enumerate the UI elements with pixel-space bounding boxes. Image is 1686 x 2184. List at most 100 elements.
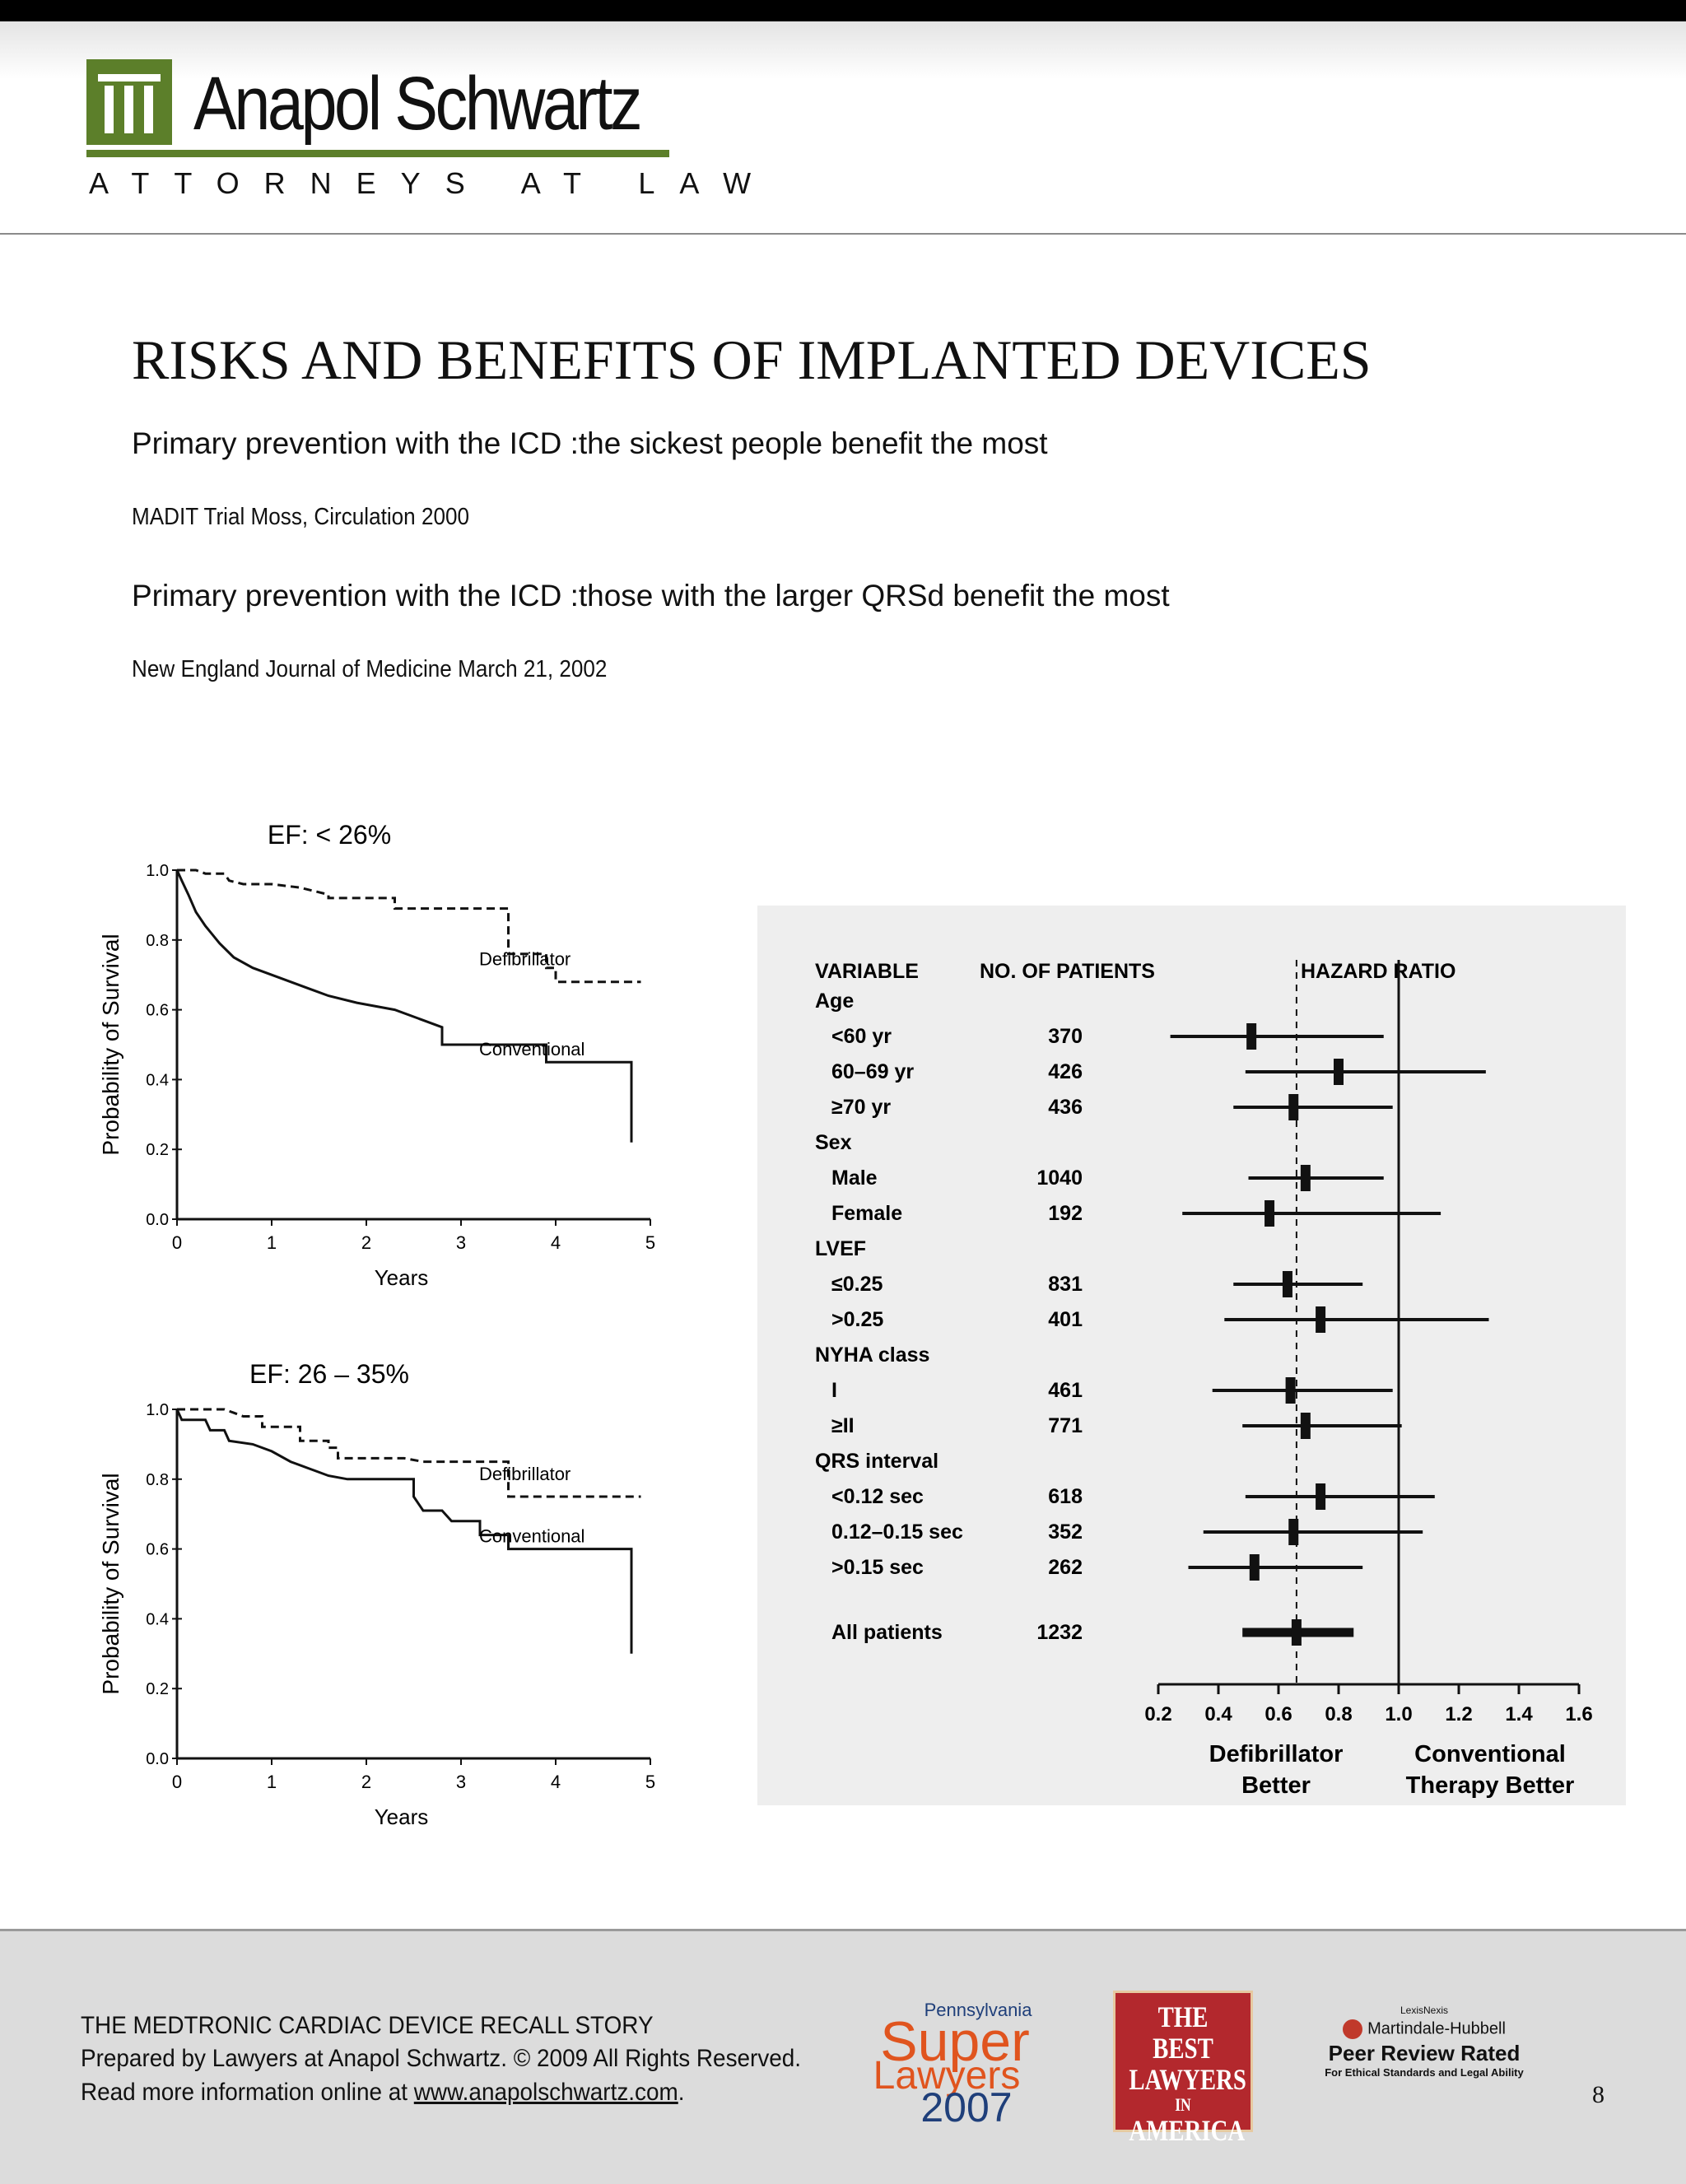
forest-row-label: ≥70 yr [831, 1096, 891, 1119]
forest-point-estimate [1291, 1619, 1302, 1646]
km-chart-ef-lt-26: EF: < 26% 0.0 0.2 0.4 0.6 0.8 1.0 0 1 2 3 4 5 Years Pr… [98, 820, 655, 1290]
forest-row-count: 618 [1048, 1485, 1083, 1508]
forest-label-left-2: Better [1241, 1772, 1311, 1799]
forest-point-estimate [1288, 1094, 1299, 1120]
forest-row-count: 262 [1048, 1556, 1083, 1579]
km-y-tick-label: 1.0 [146, 1401, 169, 1419]
forest-row-label: <60 yr [831, 1025, 892, 1048]
forest-point-estimate [1246, 1023, 1257, 1050]
forest-x-tick-label: 1.0 [1385, 1703, 1412, 1725]
km-x-tick-label: 3 [456, 1772, 466, 1792]
bl-line2: LAWYERS [1129, 2063, 1246, 2096]
logo-mark [86, 59, 172, 145]
forest-label-right-1: Conventional [1414, 1741, 1566, 1767]
header-band [0, 21, 1686, 79]
forest-row-label: <0.12 sec [831, 1485, 924, 1508]
forest-point-estimate [1282, 1271, 1292, 1297]
km-legend-conventional: Conventional [479, 1039, 585, 1059]
km-series-defibrillator [177, 1408, 641, 1498]
firm-logo[interactable]: Anapol Schwartz ATTORNEYS AT LAW [86, 59, 751, 203]
forest-plot: VARIABLE NO. OF PATIENTS HAZARD RATIO Age <6… [757, 906, 1626, 1805]
km-title: EF: 26 – 35% [249, 1359, 409, 1389]
forest-row-count: 831 [1048, 1273, 1083, 1296]
forest-group-label: Age [815, 990, 854, 1013]
km-title: EF: < 26% [268, 820, 391, 850]
sl-top: Pennsylvania [925, 2000, 1033, 2020]
mh-name: Martindale-Hubbell [1309, 2019, 1539, 2039]
km-x-axis-label: Years [375, 1804, 429, 1829]
mh-sub: For Ethical Standards and Legal Ability [1325, 2066, 1524, 2079]
km-y-tick-label: 1.0 [146, 862, 169, 880]
forest-row-count: 771 [1048, 1414, 1083, 1437]
km-y-axis-label: Probability of Survival [98, 1473, 123, 1694]
forest-row-count: 352 [1048, 1520, 1083, 1544]
km-y-tick-label: 0.6 [146, 1002, 169, 1020]
sl-word1: Super [880, 2010, 1029, 2073]
km-y-tick-label: 0.2 [146, 1680, 169, 1698]
forest-row-label: Male [831, 1167, 878, 1190]
footer-copyright: Prepared by Lawyers at Anapol Schwartz. … [81, 2045, 802, 2072]
bl-line4: AMERICA [1129, 2114, 1246, 2147]
forest-point-estimate [1334, 1059, 1344, 1085]
forest-x-tick-label: 1.2 [1445, 1703, 1472, 1725]
forest-row-label: ≥II [831, 1414, 855, 1437]
km-x-tick-label: 0 [172, 1232, 182, 1253]
km-y-tick-label: 0.6 [146, 1541, 169, 1559]
header-divider [0, 233, 1686, 235]
forest-label-left-1: Defibrillator [1209, 1741, 1344, 1767]
km-legend-defibrillator: Defibrillator [479, 949, 571, 970]
citation-nejm: New England Journal of Medicine March 21… [132, 656, 608, 682]
mh-logo-icon [1343, 2019, 1363, 2039]
forest-row-count: 1040 [1036, 1167, 1083, 1190]
forest-row-count: 192 [1048, 1202, 1083, 1225]
subtitle-sickest: Primary prevention with the ICD :the sic… [132, 426, 1048, 460]
sl-word2: Lawyers [873, 2054, 1021, 2098]
km-x-axis-label: Years [375, 1265, 429, 1290]
forest-row-count: 1232 [1036, 1621, 1083, 1644]
forest-label-right-2: Therapy Better [1406, 1772, 1575, 1799]
logo-tagline: ATTORNEYS AT LAW [89, 166, 776, 200]
subtitle-qrsd: Primary prevention with the ICD :those w… [132, 579, 1170, 612]
forest-point-estimate [1300, 1413, 1311, 1439]
km-y-tick-label: 0.2 [146, 1141, 169, 1159]
km-legend-conventional: Conventional [479, 1526, 585, 1547]
forest-point-estimate [1300, 1165, 1311, 1191]
forest-x-tick-label: 0.2 [1144, 1703, 1171, 1725]
forest-col-hr: HAZARD RATIO [1301, 960, 1455, 983]
footer-read-more-suffix: . [678, 2079, 685, 2106]
km-x-tick-label: 3 [456, 1232, 466, 1253]
forest-row-label: >0.25 [831, 1308, 883, 1331]
sl-year: 2007 [920, 2084, 1012, 2128]
logo-wordmark: Anapol Schwartz [193, 62, 643, 146]
forest-x-tick-label: 1.6 [1565, 1703, 1592, 1725]
km-x-tick-label: 4 [551, 1232, 561, 1253]
km-series-conventional [175, 869, 633, 1143]
bl-line3: IN [1175, 2094, 1191, 2115]
forest-row-count: 426 [1048, 1060, 1083, 1083]
forest-group-label: LVEF [815, 1237, 866, 1260]
forest-paper-bg [757, 906, 1626, 1805]
km-x-tick-label: 5 [645, 1232, 655, 1253]
top-black-bar [0, 0, 1686, 21]
footer-read-more-prefix: Read more information online at [81, 2079, 414, 2106]
forest-x-tick-label: 0.8 [1325, 1703, 1352, 1725]
footer-website-link[interactable]: www.anapolschwartz.com [413, 2079, 678, 2106]
forest-row-count: 461 [1048, 1379, 1083, 1402]
km-x-tick-label: 2 [361, 1772, 371, 1792]
best-lawyers-badge: THE BEST LAWYERS IN AMERICA [1113, 1991, 1253, 2146]
footer [0, 1929, 1686, 2184]
logo-rule [86, 150, 669, 157]
super-lawyers-badge: Pennsylvania Super Lawyers 2007 [873, 2000, 1033, 2128]
forest-col-variable: VARIABLE [815, 960, 919, 983]
mh-top: LexisNexis [1400, 2005, 1449, 2016]
km-y-tick-label: 0.8 [146, 1471, 169, 1489]
forest-point-estimate [1316, 1306, 1326, 1333]
km-y-tick-label: 0.4 [146, 1610, 169, 1628]
km-y-axis-label: Probability of Survival [98, 934, 123, 1155]
forest-row-count: 401 [1048, 1308, 1083, 1331]
forest-point-estimate [1288, 1519, 1299, 1545]
km-chart-ef-26-35: EF: 26 – 35% 0.0 0.2 0.4 0.6 0.8 1.0 0 1 2 3 4 5 Year… [98, 1359, 655, 1829]
forest-row-label: >0.15 sec [831, 1556, 924, 1579]
forest-col-patients: NO. OF PATIENTS [980, 960, 1155, 983]
forest-x-tick-label: 0.4 [1204, 1703, 1232, 1725]
